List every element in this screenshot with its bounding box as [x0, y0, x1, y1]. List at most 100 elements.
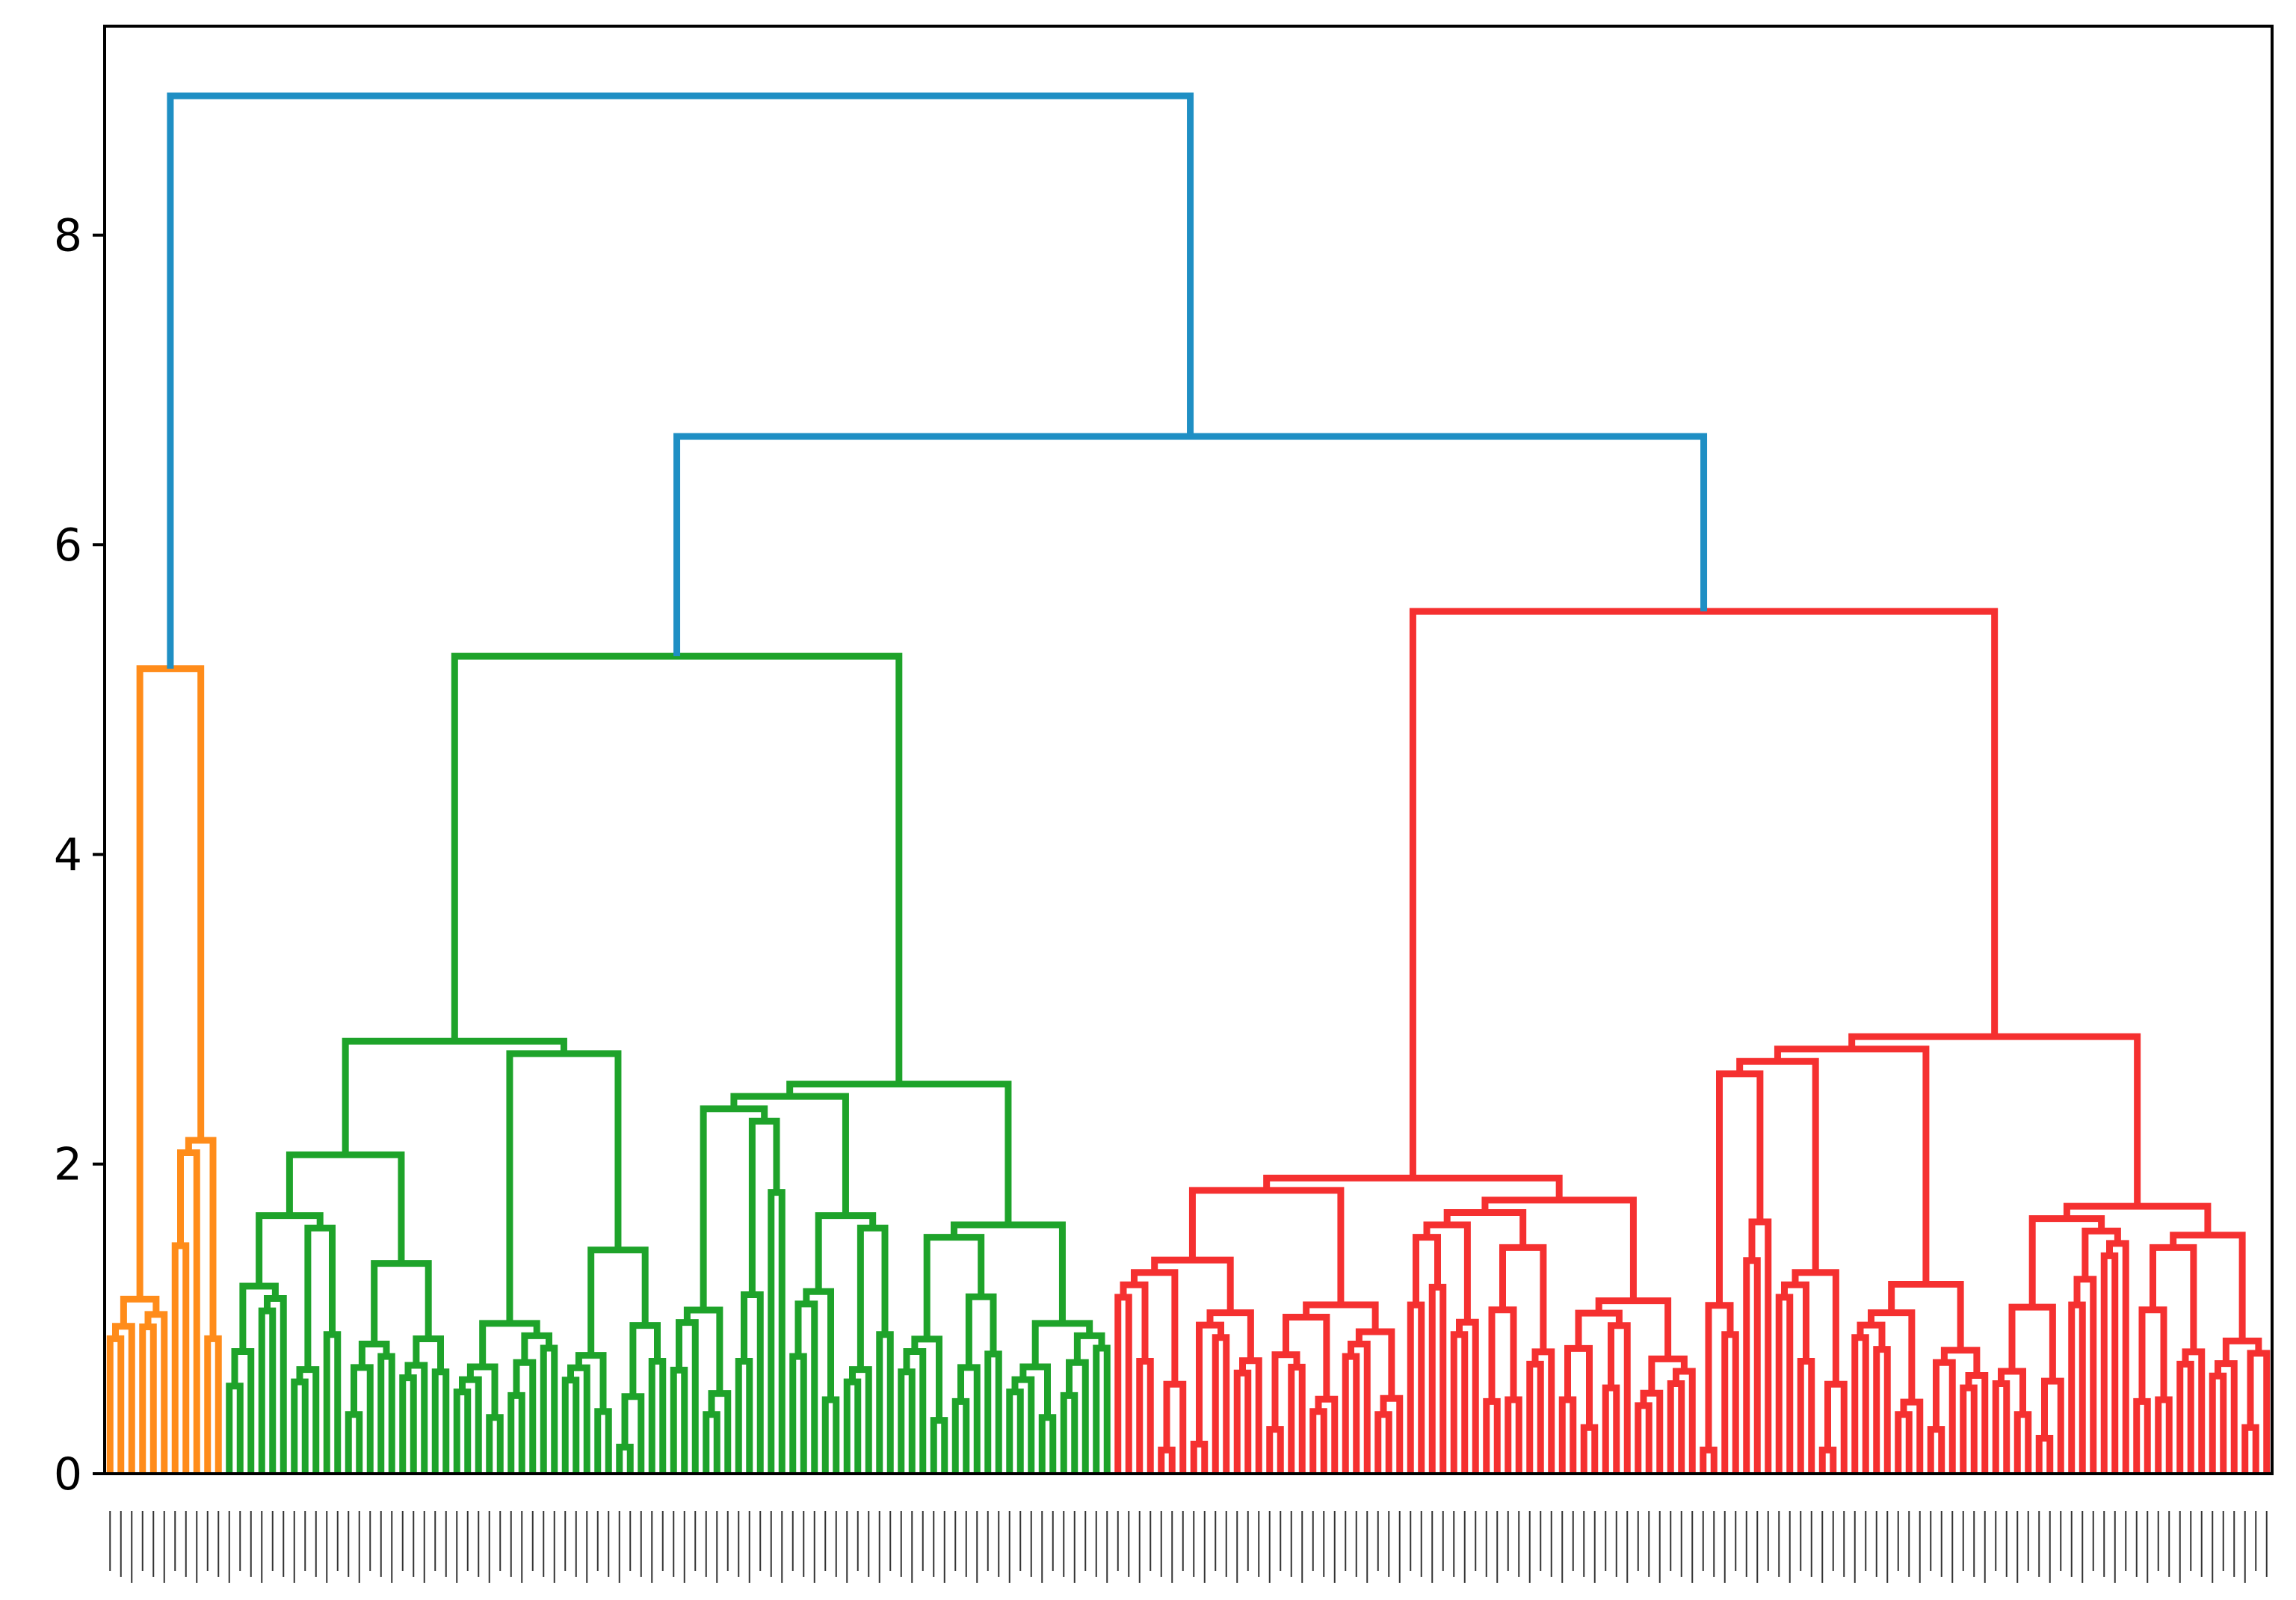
dendrogram-link: [768, 1189, 786, 1474]
dendrogram-link: [1011, 1376, 1035, 1474]
dendrogram-link: [1315, 1395, 1339, 1474]
dendrogram-link: [1792, 1269, 1839, 1385]
dendrogram-link: [1927, 1426, 1945, 1474]
dendrogram-link: [466, 1363, 499, 1418]
dendrogram-link: [1873, 1346, 1891, 1474]
dendrogram-link: [708, 1390, 732, 1474]
dendrogram-link: [1818, 1446, 1837, 1474]
dendrogram-link: [112, 1323, 135, 1474]
dendrogram-link: [735, 1357, 753, 1474]
dendrogram-link: [923, 1234, 985, 1339]
dendrogram-link: [730, 1093, 849, 1216]
dendrogram-links: [106, 92, 2271, 1474]
plot-frame: [103, 25, 2274, 1475]
dendrogram-link: [594, 1408, 612, 1474]
dendrogram-link: [616, 1443, 634, 1474]
dendrogram-link: [1120, 1281, 1149, 1362]
dendrogram-link: [2222, 1337, 2262, 1364]
dendrogram-link: [1483, 1397, 1501, 1474]
y-tick-label: 8: [54, 210, 82, 262]
dendrogram-link: [911, 1335, 942, 1421]
dendrogram-link: [540, 1344, 558, 1474]
dendrogram-link: [226, 1383, 244, 1474]
dendrogram-top-link: [673, 433, 1708, 657]
dendrogram-link: [1781, 1281, 1809, 1362]
dendrogram-link: [1575, 1309, 1623, 1349]
dendrogram-link: [296, 1366, 320, 1474]
dendrogram-link: [1073, 1332, 1105, 1363]
dendrogram-link: [1505, 1396, 1522, 1474]
dendrogram-link: [323, 1331, 342, 1474]
dendrogram-link: [1736, 1057, 1819, 1273]
dendrogram-link: [342, 1037, 567, 1155]
dendrogram-link: [204, 1335, 222, 1474]
dendrogram-link: [1423, 1221, 1471, 1323]
dendrogram-link: [1564, 1344, 1593, 1428]
y-tick-label: 4: [54, 829, 82, 881]
y-tick-label: 6: [54, 519, 82, 572]
dendrogram-link: [1131, 1269, 1179, 1385]
dendrogram-link: [291, 1378, 309, 1474]
y-tick-label: 0: [54, 1448, 82, 1501]
dendrogram-link: [1283, 1314, 1330, 1400]
dendrogram-link: [1895, 1411, 1913, 1474]
dendrogram-link: [239, 1282, 279, 1352]
dendrogram-link: [1114, 1294, 1132, 1474]
dendrogram-link: [1775, 1294, 1794, 1474]
dendrogram-link: [139, 1323, 157, 1474]
dendrogram-link: [1998, 1368, 2026, 1415]
dendrogram-link: [2215, 1360, 2238, 1474]
dendrogram-link: [1824, 1380, 1848, 1474]
dendrogram-link: [561, 1377, 580, 1474]
dendrogram-link: [1206, 1309, 1254, 1361]
dendrogram-link: [1355, 1328, 1395, 1399]
dendrogram-link: [700, 1105, 768, 1311]
dendrogram-link: [857, 1224, 889, 1370]
dendrogram-link: [803, 1288, 834, 1400]
dendrogram-link: [1595, 1297, 1672, 1359]
dendrogram-link: [2170, 1232, 2246, 1341]
dendrogram-link: [1348, 1341, 1371, 1474]
dendrogram-link: [676, 1319, 699, 1474]
dendrogram-link: [2013, 1411, 2032, 1474]
dendrogram-link: [1868, 1309, 1916, 1403]
dendrogram-top-link: [167, 92, 1194, 669]
dendrogram-link: [794, 1300, 818, 1474]
dendrogram-link: [358, 1341, 390, 1368]
dendrogram-link: [821, 1396, 840, 1474]
dendrogram-link: [231, 1347, 255, 1474]
dendrogram-link: [2106, 1240, 2129, 1474]
dendrogram-link: [459, 1376, 482, 1474]
dendrogram-link: [1700, 1446, 1718, 1474]
dendrogram-link: [2008, 1303, 2056, 1382]
dendrogram-link: [345, 1411, 363, 1474]
dendrogram-link: [2100, 1252, 2119, 1474]
dendrogram-link: [1288, 1363, 1306, 1474]
dendrogram-link: [1648, 1355, 1688, 1394]
dendrogram-link: [1309, 1408, 1327, 1474]
dendrogram-link: [1705, 1302, 1734, 1451]
dendrogram-link: [120, 1295, 160, 1326]
dendrogram-link: [1303, 1301, 1379, 1332]
dendrogram-link: [371, 1260, 432, 1344]
dendrogram-link: [377, 1353, 395, 1474]
dendrogram-link: [1716, 1070, 1764, 1306]
y-axis: 0 2 4 6 8: [54, 210, 105, 1501]
dendrogram-link: [513, 1359, 537, 1474]
dendrogram-link: [2182, 1348, 2206, 1474]
dendrogram-link: [2028, 1215, 2105, 1308]
dendrogram-link: [351, 1364, 374, 1474]
dendrogram-link: [521, 1332, 552, 1363]
dendrogram-link: [256, 1212, 324, 1286]
dendrogram-link: [2063, 1202, 2212, 1235]
dendrogram-link: [1190, 1440, 1209, 1474]
dendrogram-link: [1066, 1359, 1089, 1474]
dendrogram-link: [815, 1212, 877, 1292]
dendrogram-link: [507, 1391, 525, 1474]
dendrogram-link: [1413, 1234, 1441, 1306]
dendrogram-link: [1965, 1372, 1989, 1474]
dendrogram-link: [2068, 1301, 2086, 1474]
dendrogram-link: [741, 1291, 764, 1474]
dendrogram-link: [1163, 1380, 1187, 1474]
